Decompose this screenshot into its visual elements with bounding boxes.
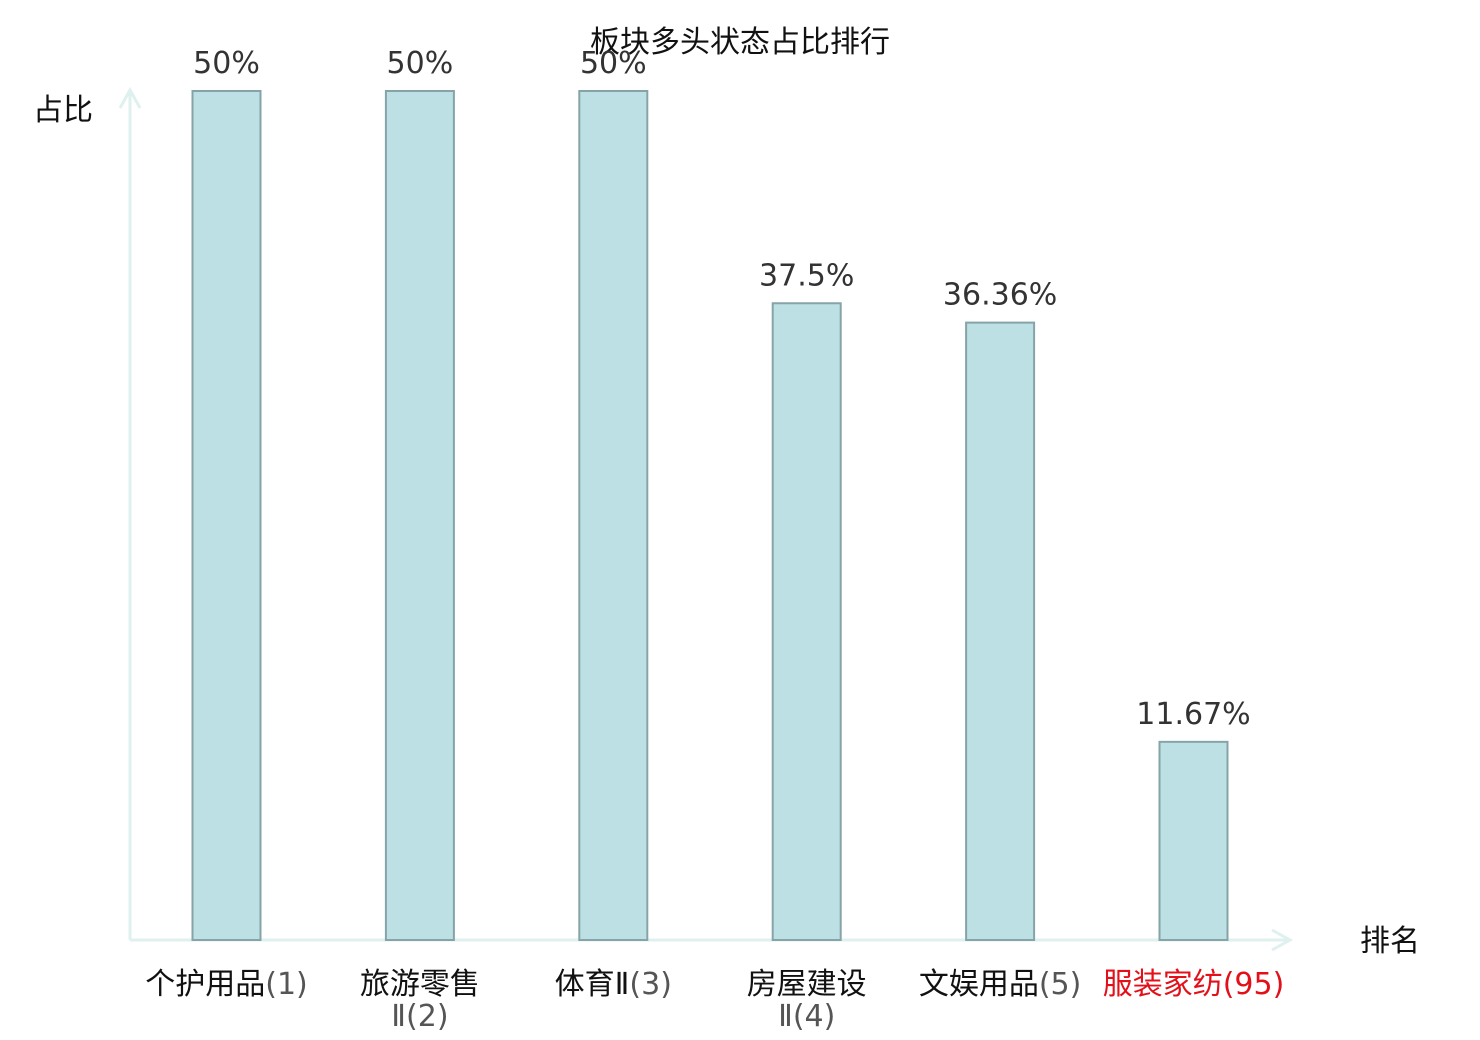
x-tick-label: 个护用品(1) (145, 967, 308, 1002)
x-tick-label: 文娱用品(5) (919, 967, 1082, 1002)
data-label: 50% (193, 46, 260, 81)
y-axis-title: 占比 (33, 93, 93, 128)
x-axis-arrow (1271, 928, 1294, 952)
marks-layer: 50% 个护用品(1) 50% 旅游零售 Ⅱ(2) 50% 体育Ⅱ(3) 37.5% 房屋建设 Ⅱ… (118, 46, 1294, 1034)
bar (1158, 740, 1229, 941)
data-label: 36.36% (943, 278, 1057, 313)
x-tick-label: 服装家纺(95) (1103, 967, 1285, 1002)
data-label: 50% (387, 46, 454, 81)
data-label: 50% (580, 46, 647, 81)
bar (965, 321, 1036, 942)
x-axis-title: 排名 (1360, 924, 1420, 959)
x-tick-label: 体育Ⅱ(3) (555, 967, 672, 1002)
x-tick-label: 旅游零售 Ⅱ(2) (360, 967, 480, 1034)
x-tick-label: 房屋建设 Ⅱ(4) (747, 967, 867, 1034)
bar (191, 90, 262, 941)
chart-title: 板块多头状态占比排行 (590, 25, 890, 60)
y-axis-arrow (118, 86, 142, 109)
bar (384, 90, 455, 941)
bar (771, 302, 842, 941)
bar (578, 90, 649, 941)
data-label: 11.67% (1136, 697, 1250, 732)
data-label: 37.5% (759, 258, 854, 293)
